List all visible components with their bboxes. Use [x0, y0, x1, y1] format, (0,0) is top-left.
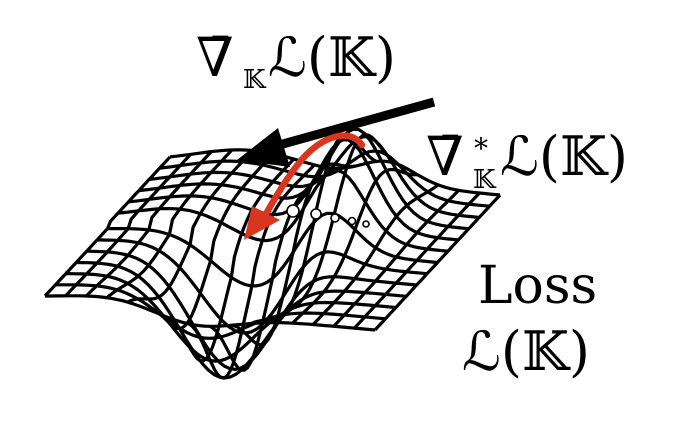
mesh-line [373, 193, 502, 332]
mesh-line [230, 162, 356, 347]
mesh-line [126, 149, 254, 304]
loss-expr: ℒ(𝕂) [462, 320, 590, 383]
loss-label: Loss ℒ(𝕂) [462, 256, 597, 383]
riemannian-superscript: * [474, 132, 488, 165]
mesh-line [86, 249, 417, 371]
euclidean-gradient-label: ∇̄ 𝕂 ℒ(𝕂) [196, 26, 396, 95]
riemannian-arrow-head [244, 206, 280, 240]
mesh-line [188, 163, 316, 380]
path-dot [286, 204, 300, 218]
mesh-line [332, 189, 460, 328]
path-dot [347, 216, 357, 226]
euclidean-subscript: 𝕂 [243, 65, 267, 95]
mesh-line [55, 283, 386, 340]
mesh-line [167, 157, 295, 363]
path-dot [330, 213, 340, 223]
path-dot [310, 208, 322, 220]
descent-path-dots [286, 204, 370, 228]
mesh-line [138, 127, 469, 231]
riemannian-nabla: ∇̄ [426, 125, 464, 188]
mesh-line [148, 152, 275, 331]
euclidean-arrow-head [237, 128, 290, 167]
euclidean-nabla: ∇̄ [196, 26, 234, 89]
mesh-line [291, 167, 418, 325]
riemannian-arrow-shaft [262, 132, 366, 218]
mesh-line [353, 191, 481, 330]
euclidean-gradient-arrow [237, 97, 436, 167]
mesh-line [43, 155, 172, 298]
riemannian-subscript: 𝕂 [473, 165, 497, 195]
euclidean-loss-expr: ℒ(𝕂) [268, 26, 396, 89]
mesh-line [85, 150, 213, 298]
riemannian-loss-expr: ℒ(𝕂) [500, 125, 628, 188]
path-dot [362, 220, 370, 228]
mesh-line [311, 183, 440, 326]
euclidean-arrow-shaft [270, 97, 436, 152]
mesh-line [105, 148, 234, 299]
mesh-line [64, 153, 192, 297]
loss-word: Loss [478, 256, 597, 316]
riemannian-gradient-label: ∇̄ * 𝕂 ℒ(𝕂) [426, 125, 628, 195]
riemannian-gradient-arrow [244, 132, 366, 240]
